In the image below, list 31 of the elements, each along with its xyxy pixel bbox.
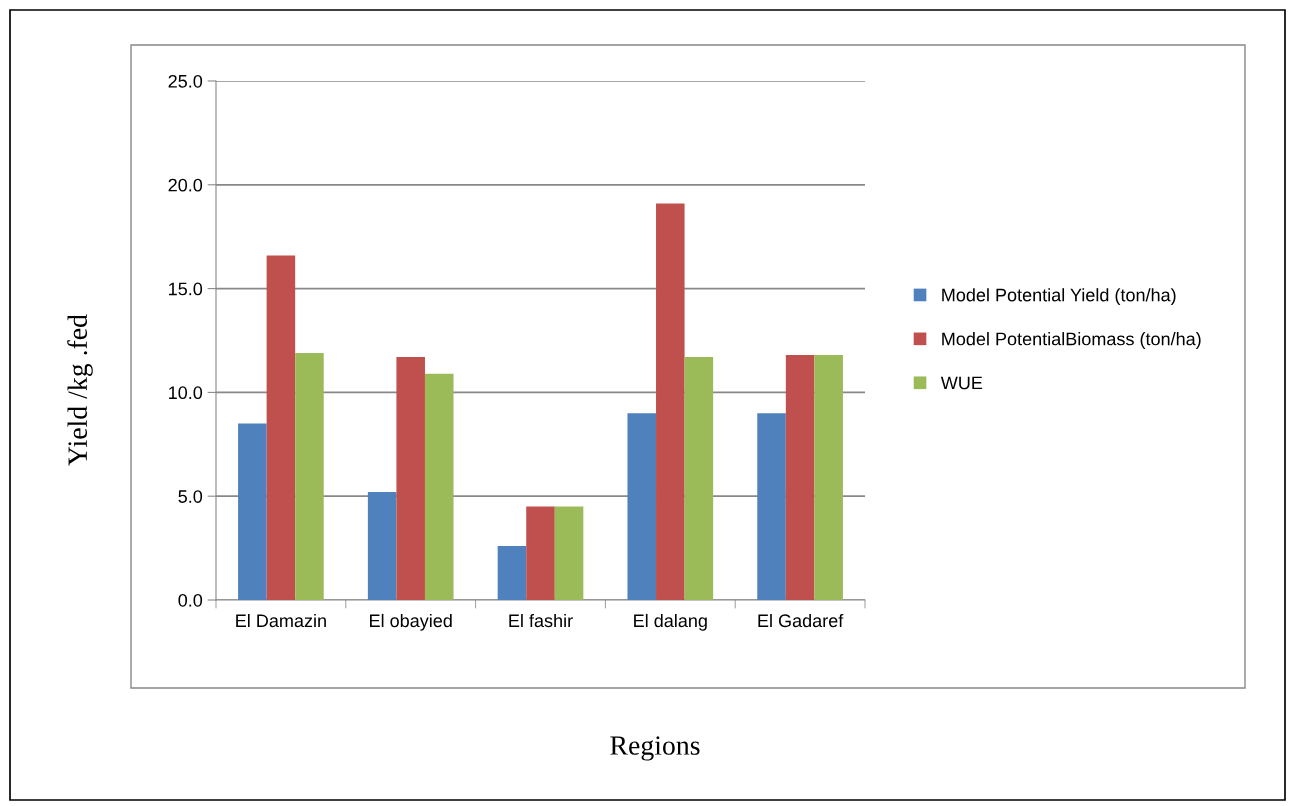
x-tick-label: El fashir [509,613,573,628]
y-tick-label: 0.0 [178,593,203,607]
bar [396,357,425,600]
y-tick-label: 25.0 [168,74,203,88]
bar [497,546,527,600]
bar [814,355,843,600]
bar [266,255,296,600]
y-tick-label: 15.0 [169,282,203,296]
legend-label: Model PotentialBiomass (ton/ha) [942,332,1201,349]
bar [554,506,584,600]
bar [785,355,815,600]
bar [757,413,786,600]
legend-label: Model Potential Yield (ton/ha) [942,288,1176,305]
x-tick-label: El Gadaref [758,613,844,628]
x-tick-label: El dalang [634,613,707,631]
x-axis-title: Regions [610,736,700,761]
y-tick-label: 10.0 [169,386,203,400]
bar [295,352,324,600]
bar [684,357,714,600]
bar [526,506,555,600]
y-axis-title: Yield /kg .fed [67,314,93,466]
bar [367,492,397,600]
y-tick-label: 20.0 [168,178,203,192]
bar [627,413,657,600]
x-tick-label: El obayied [370,613,452,631]
bar [424,373,454,600]
legend-label: WUE [940,376,983,390]
bar [238,423,267,600]
bar [656,203,685,600]
y-tick-label: 5.0 [178,490,203,503]
x-tick-label: El Damazin [236,613,326,628]
